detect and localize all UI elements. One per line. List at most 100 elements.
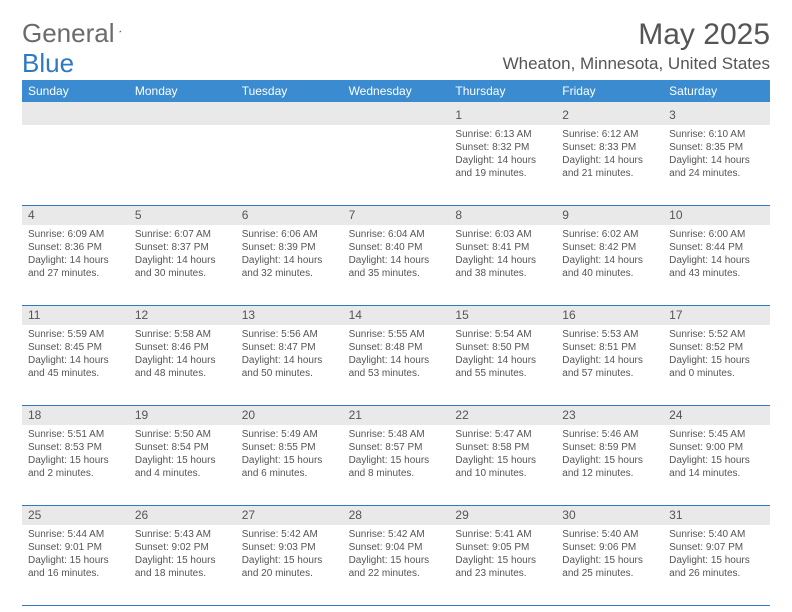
logo: General: [22, 18, 141, 49]
sunrise-text: Sunrise: 6:02 AM: [562, 228, 657, 241]
day-number: 23: [556, 406, 663, 425]
week-row: Sunrise: 5:59 AMSunset: 8:45 PMDaylight:…: [22, 325, 770, 403]
weekday-wed: Wednesday: [343, 80, 450, 102]
day-number: 12: [129, 306, 236, 325]
sunrise-text: Sunrise: 5:48 AM: [349, 428, 444, 441]
sunrise-text: Sunrise: 5:46 AM: [562, 428, 657, 441]
sunset-text: Sunset: 8:57 PM: [349, 441, 444, 454]
day-number: 6: [236, 206, 343, 225]
day-number: 13: [236, 306, 343, 325]
daylight-text: Daylight: 14 hours and 53 minutes.: [349, 354, 444, 380]
sunrise-text: Sunrise: 6:10 AM: [669, 128, 764, 141]
sunrise-text: Sunrise: 5:55 AM: [349, 328, 444, 341]
day-cell: [343, 125, 450, 203]
daynum-row: 123: [22, 106, 770, 125]
daylight-text: Daylight: 14 hours and 35 minutes.: [349, 254, 444, 280]
day-number: [129, 106, 236, 125]
weekday-sun: Sunday: [22, 80, 129, 102]
sunset-text: Sunset: 8:35 PM: [669, 141, 764, 154]
sunset-text: Sunset: 8:58 PM: [455, 441, 550, 454]
day-cell: Sunrise: 6:10 AMSunset: 8:35 PMDaylight:…: [663, 125, 770, 203]
day-cell: Sunrise: 5:47 AMSunset: 8:58 PMDaylight:…: [449, 425, 556, 503]
daylight-text: Daylight: 14 hours and 30 minutes.: [135, 254, 230, 280]
header: General May 2025 Wheaton, Minnesota, Uni…: [22, 18, 770, 74]
weekday-sat: Saturday: [663, 80, 770, 102]
day-number: 31: [663, 506, 770, 525]
day-number: 1: [449, 106, 556, 125]
daynum-row: 11121314151617: [22, 306, 770, 325]
day-number: 17: [663, 306, 770, 325]
daylight-text: Daylight: 15 hours and 10 minutes.: [455, 454, 550, 480]
day-cell: Sunrise: 5:59 AMSunset: 8:45 PMDaylight:…: [22, 325, 129, 403]
daylight-text: Daylight: 15 hours and 26 minutes.: [669, 554, 764, 580]
daylight-text: Daylight: 15 hours and 2 minutes.: [28, 454, 123, 480]
sunrise-text: Sunrise: 5:43 AM: [135, 528, 230, 541]
sunset-text: Sunset: 9:01 PM: [28, 541, 123, 554]
daylight-text: Daylight: 15 hours and 25 minutes.: [562, 554, 657, 580]
daylight-text: Daylight: 14 hours and 24 minutes.: [669, 154, 764, 180]
title-block: May 2025 Wheaton, Minnesota, United Stat…: [503, 18, 770, 74]
sunrise-text: Sunrise: 5:51 AM: [28, 428, 123, 441]
day-number: 3: [663, 106, 770, 125]
sunrise-text: Sunrise: 6:06 AM: [242, 228, 337, 241]
daylight-text: Daylight: 14 hours and 32 minutes.: [242, 254, 337, 280]
daylight-text: Daylight: 15 hours and 18 minutes.: [135, 554, 230, 580]
day-number: 16: [556, 306, 663, 325]
day-cell: Sunrise: 5:56 AMSunset: 8:47 PMDaylight:…: [236, 325, 343, 403]
day-cell: Sunrise: 5:48 AMSunset: 8:57 PMDaylight:…: [343, 425, 450, 503]
sunset-text: Sunset: 8:48 PM: [349, 341, 444, 354]
day-number: 27: [236, 506, 343, 525]
sunset-text: Sunset: 9:04 PM: [349, 541, 444, 554]
day-number: 9: [556, 206, 663, 225]
sunset-text: Sunset: 8:54 PM: [135, 441, 230, 454]
day-number: 5: [129, 206, 236, 225]
day-cell: Sunrise: 5:41 AMSunset: 9:05 PMDaylight:…: [449, 525, 556, 603]
sunset-text: Sunset: 8:40 PM: [349, 241, 444, 254]
sunset-text: Sunset: 8:55 PM: [242, 441, 337, 454]
daylight-text: Daylight: 15 hours and 0 minutes.: [669, 354, 764, 380]
sunset-text: Sunset: 8:46 PM: [135, 341, 230, 354]
daylight-text: Daylight: 14 hours and 57 minutes.: [562, 354, 657, 380]
weekday-thu: Thursday: [449, 80, 556, 102]
sunset-text: Sunset: 8:36 PM: [28, 241, 123, 254]
day-cell: Sunrise: 5:43 AMSunset: 9:02 PMDaylight:…: [129, 525, 236, 603]
daylight-text: Daylight: 15 hours and 14 minutes.: [669, 454, 764, 480]
sunrise-text: Sunrise: 6:13 AM: [455, 128, 550, 141]
sunrise-text: Sunrise: 5:50 AM: [135, 428, 230, 441]
day-number: 28: [343, 506, 450, 525]
sunrise-text: Sunrise: 5:42 AM: [242, 528, 337, 541]
day-cell: Sunrise: 5:58 AMSunset: 8:46 PMDaylight:…: [129, 325, 236, 403]
sunset-text: Sunset: 8:52 PM: [669, 341, 764, 354]
sunrise-text: Sunrise: 5:56 AM: [242, 328, 337, 341]
day-cell: [236, 125, 343, 203]
sunset-text: Sunset: 8:44 PM: [669, 241, 764, 254]
day-cell: Sunrise: 6:06 AMSunset: 8:39 PMDaylight:…: [236, 225, 343, 303]
sunset-text: Sunset: 9:03 PM: [242, 541, 337, 554]
day-cell: Sunrise: 5:52 AMSunset: 8:52 PMDaylight:…: [663, 325, 770, 403]
daylight-text: Daylight: 14 hours and 40 minutes.: [562, 254, 657, 280]
daylight-text: Daylight: 15 hours and 16 minutes.: [28, 554, 123, 580]
weekday-tue: Tuesday: [236, 80, 343, 102]
daylight-text: Daylight: 14 hours and 38 minutes.: [455, 254, 550, 280]
day-cell: Sunrise: 5:53 AMSunset: 8:51 PMDaylight:…: [556, 325, 663, 403]
sunset-text: Sunset: 8:59 PM: [562, 441, 657, 454]
day-cell: Sunrise: 6:00 AMSunset: 8:44 PMDaylight:…: [663, 225, 770, 303]
weekday-mon: Monday: [129, 80, 236, 102]
day-number: [343, 106, 450, 125]
day-number: [236, 106, 343, 125]
day-number: 2: [556, 106, 663, 125]
daylight-text: Daylight: 14 hours and 21 minutes.: [562, 154, 657, 180]
calendar-page: General May 2025 Wheaton, Minnesota, Uni…: [0, 0, 792, 612]
month-title: May 2025: [503, 18, 770, 52]
week-divider: [22, 605, 770, 606]
sunset-text: Sunset: 9:02 PM: [135, 541, 230, 554]
day-number: 24: [663, 406, 770, 425]
day-number: 8: [449, 206, 556, 225]
week-row: Sunrise: 6:09 AMSunset: 8:36 PMDaylight:…: [22, 225, 770, 303]
day-number: 7: [343, 206, 450, 225]
day-cell: Sunrise: 5:49 AMSunset: 8:55 PMDaylight:…: [236, 425, 343, 503]
sunset-text: Sunset: 9:05 PM: [455, 541, 550, 554]
daylight-text: Daylight: 14 hours and 43 minutes.: [669, 254, 764, 280]
week-row: Sunrise: 6:13 AMSunset: 8:32 PMDaylight:…: [22, 125, 770, 203]
sunrise-text: Sunrise: 5:58 AM: [135, 328, 230, 341]
